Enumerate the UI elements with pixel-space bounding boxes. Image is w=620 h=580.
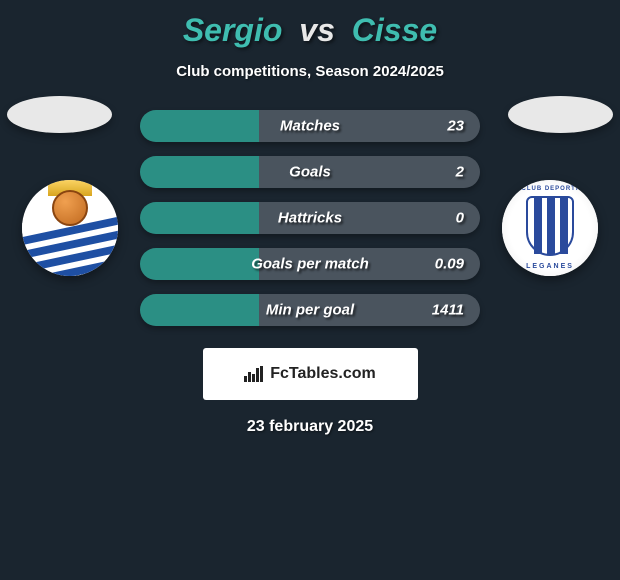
brand-text: FcTables.com (270, 365, 376, 383)
stat-bars: Matches 23 Goals 2 Hattricks 0 Goals per… (140, 110, 480, 326)
player2-name: Cisse (352, 12, 437, 48)
stats-area: CLUB DEPORTI LEGANES Matches 23 Goals 2 … (0, 110, 620, 326)
stat-label: Goals (140, 164, 480, 181)
vs-text: vs (291, 12, 343, 48)
stat-bar-hattricks: Hattricks 0 (140, 202, 480, 234)
stat-value: 0.09 (435, 256, 464, 273)
stat-label: Min per goal (140, 302, 480, 319)
left-player-oval (7, 96, 112, 133)
stat-value: 2 (456, 164, 464, 181)
chart-icon (244, 366, 264, 382)
subtitle: Club competitions, Season 2024/2025 (0, 63, 620, 80)
right-player-oval (508, 96, 613, 133)
stat-bar-goals: Goals 2 (140, 156, 480, 188)
date-text: 23 february 2025 (0, 418, 620, 436)
stat-label: Matches (140, 118, 480, 135)
stat-bar-matches: Matches 23 (140, 110, 480, 142)
stat-bar-goals-per-match: Goals per match 0.09 (140, 248, 480, 280)
stat-value: 23 (447, 118, 464, 135)
player1-name: Sergio (183, 12, 283, 48)
stat-bar-min-per-goal: Min per goal 1411 (140, 294, 480, 326)
stat-value: 0 (456, 210, 464, 227)
stat-value: 1411 (432, 302, 464, 319)
brand-box: FcTables.com (203, 348, 418, 400)
stat-label: Hattricks (140, 210, 480, 227)
comparison-title: Sergio vs Cisse (0, 0, 620, 49)
right-club-badge: CLUB DEPORTI LEGANES (502, 180, 598, 276)
stat-label: Goals per match (140, 256, 480, 273)
left-club-badge (22, 180, 118, 276)
